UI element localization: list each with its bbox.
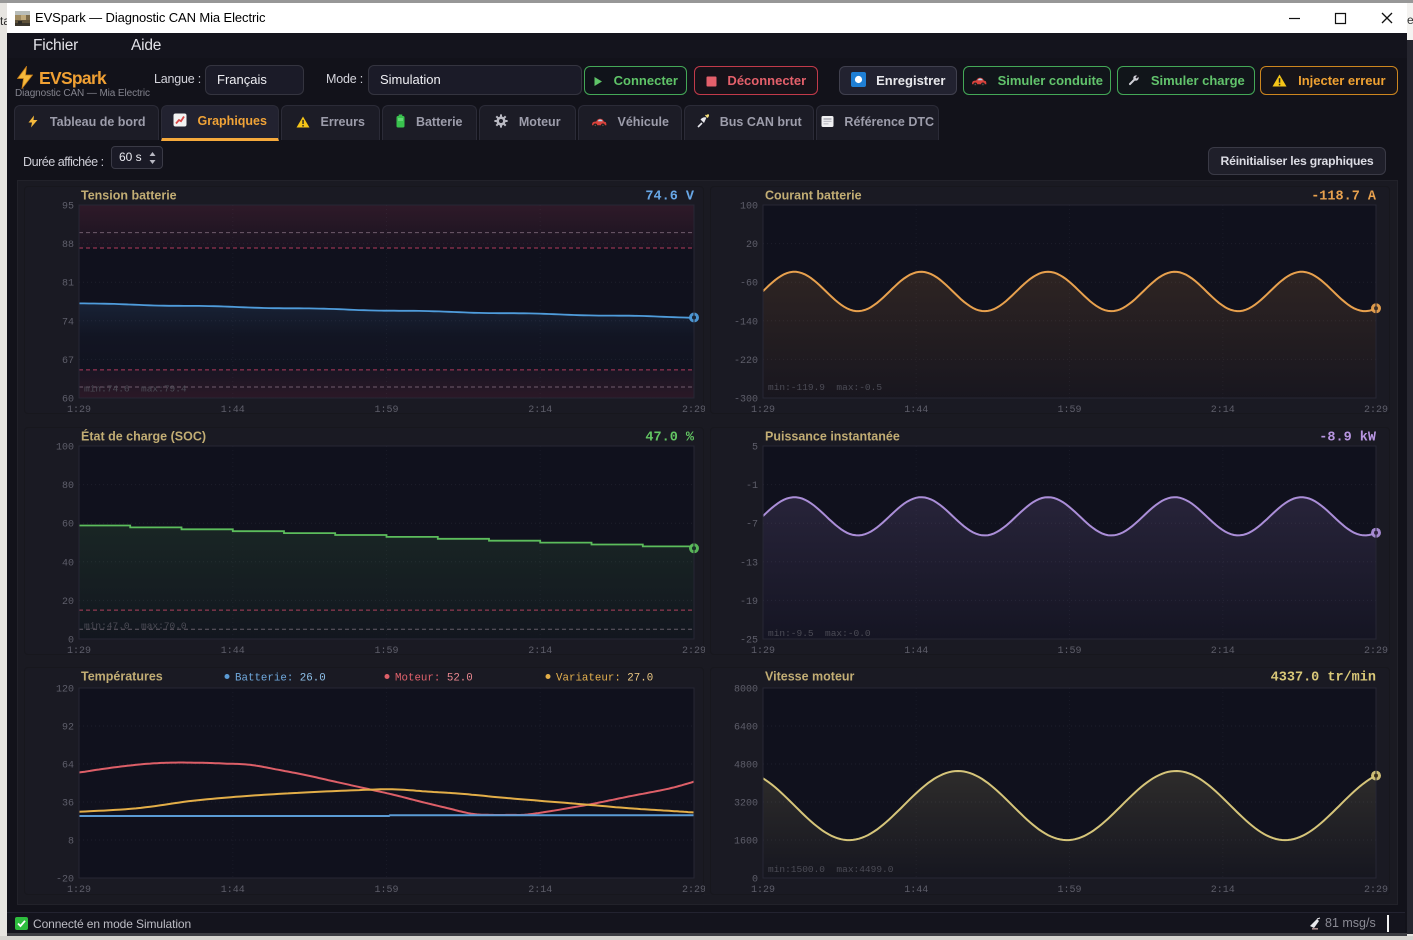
svg-text:2:29: 2:29 <box>682 646 705 656</box>
svg-text:min:74.6 max:79.4: min:74.6 max:79.4 <box>84 383 187 394</box>
svg-text:2:29: 2:29 <box>1364 646 1388 656</box>
svg-text:-7: -7 <box>746 520 758 531</box>
svg-text:2:14: 2:14 <box>1211 885 1235 896</box>
svg-text:0: 0 <box>752 875 758 886</box>
svg-text:2:14: 2:14 <box>1211 405 1235 415</box>
svg-text:0: 0 <box>68 636 74 647</box>
svg-text:-1: -1 <box>746 481 758 492</box>
svg-text:20: 20 <box>746 240 758 251</box>
svg-text:88: 88 <box>62 240 74 251</box>
svg-text:-300: -300 <box>734 395 758 406</box>
svg-text:-25: -25 <box>740 636 758 647</box>
svg-text:2:29: 2:29 <box>682 405 705 415</box>
svg-text:95: 95 <box>62 202 74 213</box>
svg-text:74.6 V: 74.6 V <box>645 190 695 205</box>
svg-text:4800: 4800 <box>734 761 758 772</box>
svg-text:1600: 1600 <box>734 837 758 848</box>
svg-text:1:29: 1:29 <box>751 885 775 896</box>
svg-text:1:59: 1:59 <box>374 885 398 896</box>
svg-text:Vitesse moteur: Vitesse moteur <box>765 670 855 684</box>
svg-text:40: 40 <box>62 558 74 569</box>
svg-text:1:59: 1:59 <box>374 405 398 415</box>
svg-text:120: 120 <box>56 685 74 696</box>
svg-text:1:44: 1:44 <box>904 646 928 656</box>
svg-text:2:29: 2:29 <box>1364 885 1388 896</box>
svg-text:67: 67 <box>62 356 74 367</box>
svg-text:-220: -220 <box>734 356 758 367</box>
svg-text:-140: -140 <box>734 317 758 328</box>
svg-text:100: 100 <box>740 202 758 213</box>
svg-text:2:29: 2:29 <box>682 885 705 896</box>
svg-text:80: 80 <box>62 481 74 492</box>
svg-text:60: 60 <box>62 395 74 406</box>
svg-text:2:14: 2:14 <box>528 405 552 415</box>
svg-text:1:59: 1:59 <box>1057 405 1081 415</box>
svg-text:1:29: 1:29 <box>751 646 775 656</box>
svg-text:64: 64 <box>62 761 74 772</box>
svg-text:5: 5 <box>752 443 758 454</box>
svg-text:1:59: 1:59 <box>374 646 398 656</box>
svg-text:État de charge (SOC): État de charge (SOC) <box>81 429 206 444</box>
svg-text:Batterie: 26.0: Batterie: 26.0 <box>235 673 326 685</box>
svg-text:1:29: 1:29 <box>751 405 775 415</box>
svg-text:3200: 3200 <box>734 799 758 810</box>
svg-text:81: 81 <box>62 279 74 290</box>
svg-text:-19: -19 <box>740 597 758 608</box>
svg-text:100: 100 <box>56 443 74 454</box>
svg-text:Moteur: 52.0: Moteur: 52.0 <box>395 673 473 685</box>
svg-text:1:44: 1:44 <box>221 646 245 656</box>
svg-text:Variateur: 27.0: Variateur: 27.0 <box>556 673 653 685</box>
svg-text:1:44: 1:44 <box>904 405 928 415</box>
svg-text:6400: 6400 <box>734 723 758 734</box>
svg-text:min:47.0 max:70.0: min:47.0 max:70.0 <box>84 620 187 631</box>
svg-text:1:29: 1:29 <box>67 405 91 415</box>
svg-text:92: 92 <box>62 723 74 734</box>
svg-text:60: 60 <box>62 520 74 531</box>
svg-text:min:-119.9 max:-0.5: min:-119.9 max:-0.5 <box>768 382 882 393</box>
svg-text:2:14: 2:14 <box>528 646 552 656</box>
svg-text:Courant batterie: Courant batterie <box>765 189 862 203</box>
svg-text:1:44: 1:44 <box>221 405 245 415</box>
svg-text:2:14: 2:14 <box>1211 646 1235 656</box>
svg-text:1:29: 1:29 <box>67 885 91 896</box>
svg-text:4337.0 tr/min: 4337.0 tr/min <box>1271 671 1376 686</box>
svg-text:74: 74 <box>62 317 74 328</box>
svg-text:20: 20 <box>62 597 74 608</box>
svg-text:1:29: 1:29 <box>67 646 91 656</box>
svg-text:-118.7 A: -118.7 A <box>1311 190 1377 205</box>
svg-text:min:1500.0 max:4499.0: min:1500.0 max:4499.0 <box>768 864 894 875</box>
svg-text:2:29: 2:29 <box>1364 405 1388 415</box>
svg-text:-8.9 kW: -8.9 kW <box>1319 431 1377 446</box>
svg-text:8: 8 <box>68 837 74 848</box>
svg-text:1:44: 1:44 <box>221 885 245 896</box>
svg-text:Tension batterie: Tension batterie <box>81 189 177 203</box>
svg-text:Températures: Températures <box>81 670 163 684</box>
svg-text:-20: -20 <box>56 875 74 886</box>
svg-text:1:59: 1:59 <box>1057 885 1081 896</box>
svg-text:8000: 8000 <box>734 685 758 696</box>
svg-text:2:14: 2:14 <box>528 885 552 896</box>
svg-text:1:44: 1:44 <box>904 885 928 896</box>
svg-text:Puissance instantanée: Puissance instantanée <box>765 430 900 444</box>
svg-text:-60: -60 <box>740 279 758 290</box>
svg-text:1:59: 1:59 <box>1057 646 1081 656</box>
svg-text:47.0 %: 47.0 % <box>645 431 695 446</box>
svg-text:min:-9.5 max:-0.0: min:-9.5 max:-0.0 <box>768 628 871 639</box>
svg-text:-13: -13 <box>740 558 758 569</box>
svg-text:36: 36 <box>62 799 74 810</box>
